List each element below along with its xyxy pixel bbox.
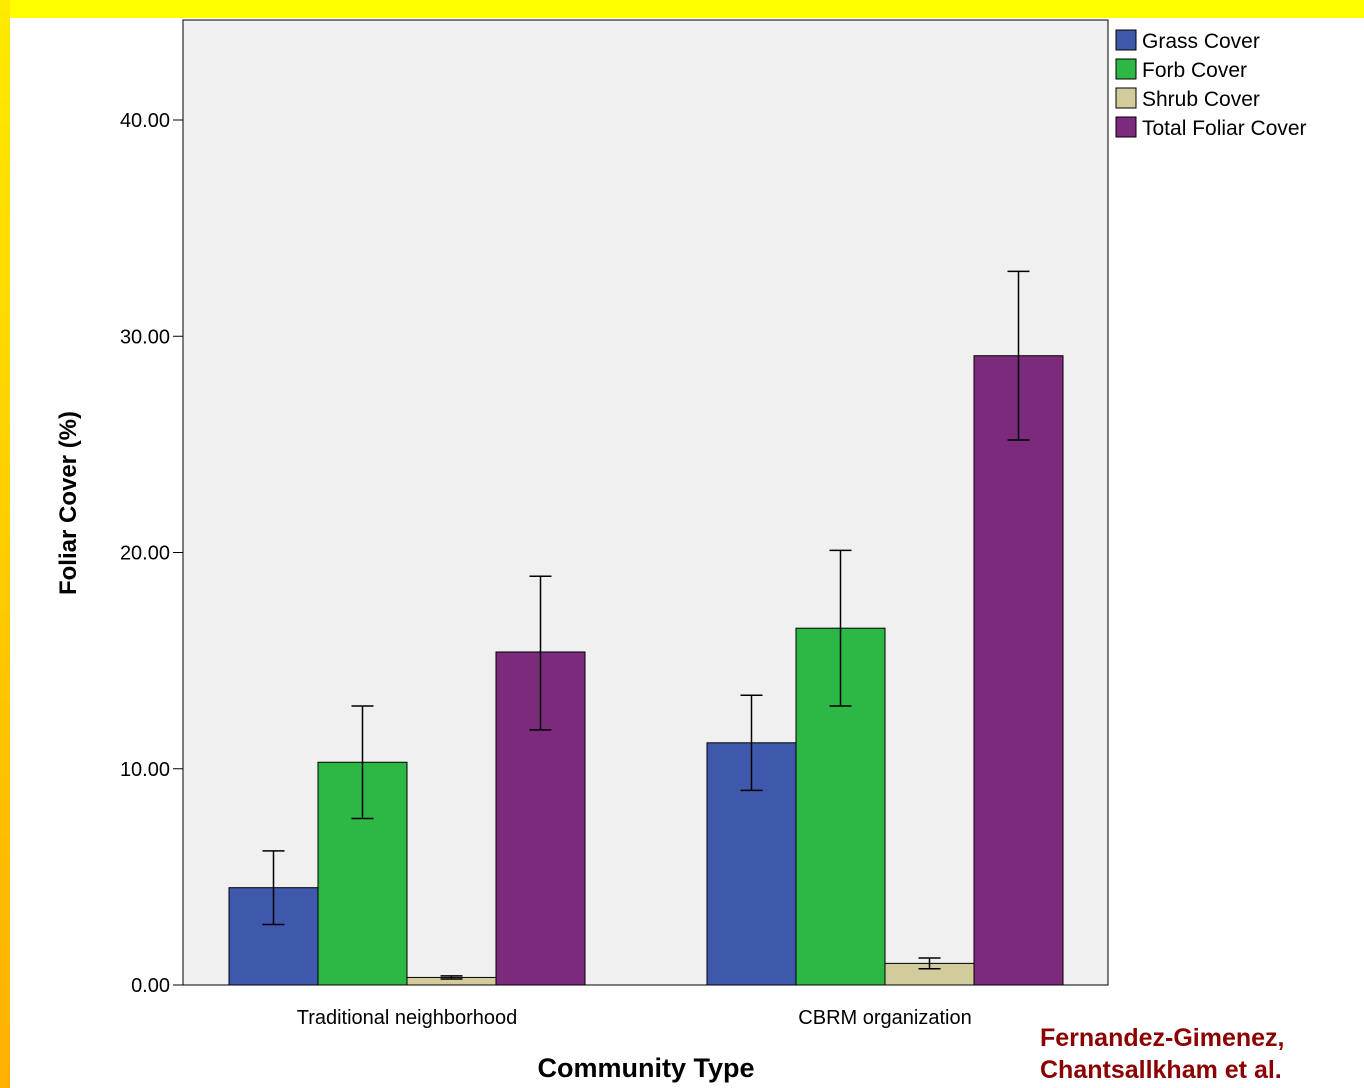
legend-label: Shrub Cover bbox=[1142, 88, 1260, 111]
y-axis: 0.00 10.00 20.00 30.00 40.00 bbox=[120, 110, 183, 997]
legend-label: Total Foliar Cover bbox=[1142, 117, 1307, 140]
frame-top-border bbox=[0, 0, 1364, 18]
y-tick-label: 40.00 bbox=[120, 110, 170, 132]
y-axis-title: Foliar Cover (%) bbox=[55, 411, 82, 595]
error-bar-2-0 bbox=[440, 975, 463, 980]
legend-item-shrub-cover: Shrub Cover bbox=[1115, 87, 1260, 111]
legend-swatch bbox=[1115, 29, 1137, 51]
x-axis-title: Community Type bbox=[537, 1053, 754, 1083]
error-bars-group bbox=[262, 270, 1030, 980]
legend-label: Grass Cover bbox=[1142, 30, 1260, 53]
legend-item-forb-cover: Forb Cover bbox=[1115, 58, 1247, 82]
legend-swatch bbox=[1115, 116, 1137, 138]
error-bar-3-0 bbox=[529, 575, 552, 731]
plot-border bbox=[182, 19, 1109, 986]
error-bar-1-1 bbox=[829, 549, 852, 707]
legend-label: Forb Cover bbox=[1142, 59, 1247, 82]
y-tick-label: 20.00 bbox=[120, 543, 170, 565]
error-bar-2-1 bbox=[918, 957, 941, 970]
x-category-label: CBRM organization bbox=[798, 1007, 971, 1029]
bars-group bbox=[228, 355, 1064, 986]
y-tick-label: 30.00 bbox=[120, 326, 170, 348]
legend: Grass Cover Forb Cover Shrub Cover Total Fo… bbox=[1115, 29, 1307, 140]
legend-swatch bbox=[1115, 87, 1137, 109]
x-axis: Traditional neighborhood CBRM organizatio… bbox=[297, 1007, 972, 1029]
legend-item-grass-cover: Grass Cover bbox=[1115, 29, 1260, 53]
citation: Fernandez-Gimenez, Chantsallkham et al. bbox=[1040, 1022, 1364, 1088]
error-bar-0-0 bbox=[262, 850, 285, 926]
legend-item-total-foliar-cover: Total Foliar Cover bbox=[1115, 116, 1307, 140]
error-bar-0-1 bbox=[740, 694, 763, 792]
x-category-label: Traditional neighborhood bbox=[297, 1007, 518, 1029]
frame-left-border bbox=[0, 0, 10, 1088]
error-bar-3-1 bbox=[1007, 270, 1030, 441]
citation-line-2: Chantsallkham et al. bbox=[1040, 1056, 1282, 1084]
y-tick-label: 10.00 bbox=[120, 759, 170, 781]
error-bar-1-0 bbox=[351, 705, 374, 820]
legend-swatch bbox=[1115, 58, 1137, 80]
citation-line-1: Fernandez-Gimenez, bbox=[1040, 1024, 1285, 1052]
bar-total-foliar-cover-1 bbox=[973, 355, 1064, 986]
y-tick-label: 0.00 bbox=[131, 975, 170, 997]
